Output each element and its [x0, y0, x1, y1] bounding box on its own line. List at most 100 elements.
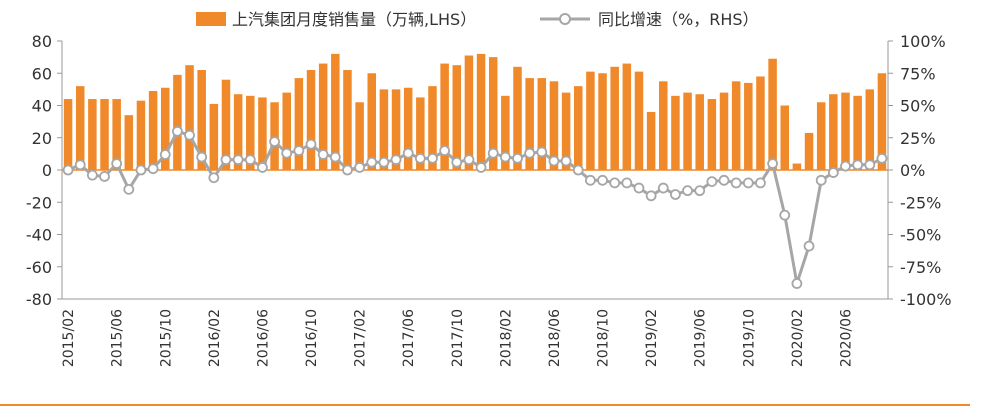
bar: [561, 92, 571, 170]
x-tick-label: 2018/06: [547, 309, 563, 367]
left-tick-label: 0: [42, 161, 52, 180]
right-tick-label: 25%: [900, 129, 936, 148]
line-point: [670, 189, 681, 200]
line-point: [560, 155, 572, 167]
line-point: [281, 147, 293, 159]
right-tick-label: -75%: [900, 258, 941, 277]
line-point: [208, 172, 220, 184]
bar: [160, 87, 170, 170]
bar: [659, 81, 668, 170]
left-tick-label: 80: [32, 32, 52, 51]
bar: [865, 89, 875, 170]
line-point: [779, 209, 791, 221]
bar: [343, 70, 352, 170]
x-tick-label: 2020/02: [790, 309, 806, 367]
legend-bar-label: 上汽集团月度销售量（万辆,LHS）: [232, 10, 476, 29]
x-tick-label: 2017/06: [401, 309, 417, 367]
bar: [136, 100, 146, 170]
right-tick-label: -50%: [900, 226, 941, 245]
bar: [185, 65, 194, 170]
bar: [209, 103, 219, 170]
bar: [233, 94, 243, 170]
bar: [428, 86, 437, 170]
line-point: [475, 162, 487, 173]
bar: [452, 65, 462, 170]
x-tick-label: 2016/06: [255, 309, 271, 367]
bar: [816, 102, 826, 170]
bar: [367, 73, 377, 170]
line-point: [621, 177, 633, 189]
left-tick-label: -20: [26, 193, 52, 212]
line-point: [220, 154, 232, 166]
bar: [719, 92, 729, 170]
line-point: [536, 146, 548, 158]
left-tick-label: -60: [26, 258, 52, 277]
bar: [416, 97, 425, 170]
line-point: [317, 149, 329, 160]
line-point: [852, 159, 864, 171]
line-point: [572, 164, 584, 176]
bar: [622, 63, 632, 171]
left-tick-label: 40: [32, 97, 52, 116]
bar: [221, 79, 231, 170]
bar: [197, 70, 206, 170]
line-point: [257, 162, 268, 173]
bar: [695, 94, 704, 170]
right-tick-label: -100%: [900, 290, 952, 309]
line-point: [402, 147, 414, 159]
bar: [671, 95, 680, 170]
bar: [464, 55, 474, 171]
legend-line-label: 同比增速（%，RHS）: [598, 10, 759, 29]
bar: [744, 82, 753, 170]
line-point: [755, 177, 766, 189]
line-point: [584, 174, 596, 186]
legend-bar-swatch: [196, 12, 226, 26]
line-point: [682, 185, 693, 197]
line-point: [815, 174, 827, 186]
line-point: [451, 156, 463, 168]
bar: [331, 53, 340, 170]
bar: [318, 63, 328, 171]
bar: [88, 99, 97, 170]
line-point: [512, 152, 523, 164]
line-point: [135, 164, 147, 176]
x-axis: 2015/02 2015/06 2015/10 2016/02 2016/06 2016/…: [61, 298, 888, 367]
bar: [246, 95, 255, 170]
bar: [63, 99, 73, 170]
line-point: [366, 156, 378, 168]
line-point: [706, 176, 718, 188]
line-point: [159, 149, 171, 160]
line-point: [293, 145, 305, 157]
bar: [853, 95, 862, 170]
line-point: [147, 163, 159, 175]
line-point: [657, 182, 669, 194]
bar: [282, 92, 291, 170]
line-point: [414, 152, 426, 164]
line-point: [487, 147, 499, 159]
x-tick-label: 2019/02: [644, 309, 660, 367]
left-y-axis: 80 60 40 20 0 -20 -40 -60 -80: [26, 32, 63, 309]
bar: [537, 78, 547, 170]
line-point: [62, 164, 74, 176]
right-tick-label: 0%: [900, 161, 925, 180]
line-series: [62, 125, 888, 289]
line-point: [548, 155, 560, 167]
bar-series: [63, 53, 887, 171]
line-point: [694, 185, 706, 197]
line-point: [767, 158, 779, 169]
line-point: [791, 278, 803, 289]
right-tick-label: 75%: [900, 64, 936, 83]
line-point: [609, 177, 621, 189]
bar: [476, 53, 486, 170]
line-point: [244, 154, 256, 166]
right-tick-label: 50%: [900, 97, 936, 116]
x-tick-label: 2016/02: [207, 309, 223, 367]
bar: [258, 97, 267, 170]
bar: [391, 89, 401, 170]
line-point: [730, 177, 742, 189]
line-point: [196, 151, 208, 163]
bar: [707, 99, 717, 170]
bar: [792, 163, 802, 170]
line-point: [718, 174, 730, 186]
right-y-axis: 100% 75% 50% 25% 0% -25% -50% -75% -100%: [887, 32, 952, 309]
